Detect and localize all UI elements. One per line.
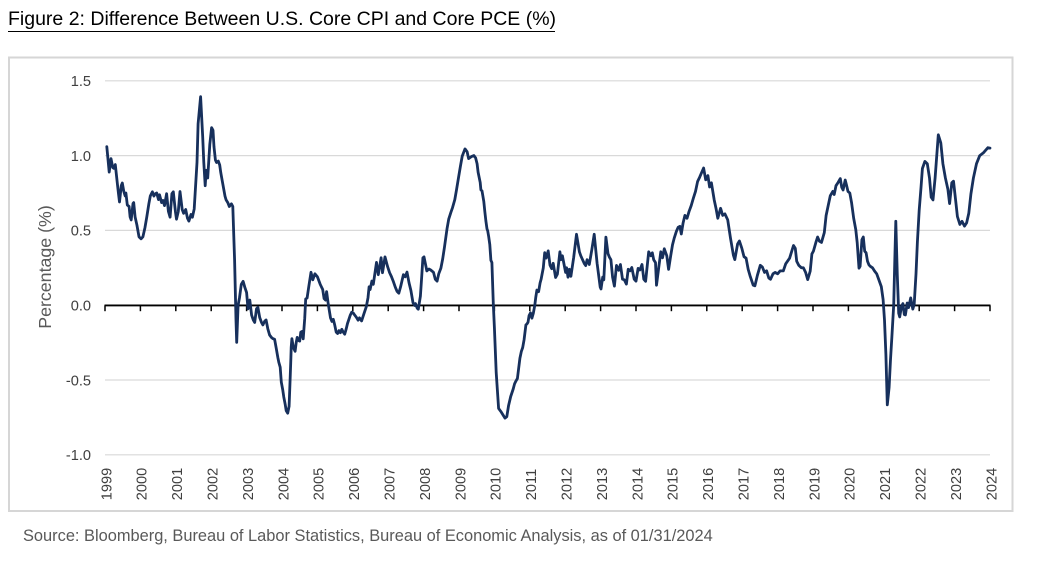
svg-text:2020: 2020: [843, 468, 859, 500]
svg-text:2005: 2005: [312, 468, 328, 500]
svg-text:Percentage (%): Percentage (%): [35, 205, 55, 329]
svg-text:2007: 2007: [383, 468, 399, 500]
svg-text:2022: 2022: [914, 468, 930, 500]
svg-text:0.5: 0.5: [71, 224, 91, 240]
svg-text:2023: 2023: [949, 468, 965, 500]
svg-text:2002: 2002: [206, 468, 222, 500]
svg-text:2009: 2009: [453, 468, 469, 500]
svg-text:2021: 2021: [878, 468, 894, 500]
svg-text:2015: 2015: [666, 468, 682, 500]
svg-text:2024: 2024: [984, 468, 1000, 500]
svg-text:1.5: 1.5: [71, 74, 91, 90]
svg-text:2014: 2014: [630, 468, 646, 500]
svg-text:-0.5: -0.5: [66, 373, 91, 389]
svg-text:2010: 2010: [489, 468, 505, 500]
svg-text:1999: 1999: [99, 468, 115, 500]
svg-text:2004: 2004: [276, 468, 292, 500]
svg-text:2017: 2017: [737, 468, 753, 500]
svg-text:2018: 2018: [772, 468, 788, 500]
svg-text:2006: 2006: [347, 468, 363, 500]
svg-text:2003: 2003: [241, 468, 257, 500]
svg-text:2011: 2011: [524, 469, 540, 500]
svg-text:-1.0: -1.0: [66, 448, 91, 464]
svg-text:2001: 2001: [170, 468, 186, 500]
svg-text:2019: 2019: [807, 468, 823, 500]
svg-text:0.0: 0.0: [71, 299, 91, 315]
svg-text:2012: 2012: [560, 468, 576, 500]
svg-text:2008: 2008: [418, 468, 434, 500]
svg-text:2013: 2013: [595, 468, 611, 500]
svg-text:2016: 2016: [701, 468, 717, 500]
svg-text:1.0: 1.0: [71, 149, 91, 165]
svg-text:2000: 2000: [135, 468, 151, 500]
